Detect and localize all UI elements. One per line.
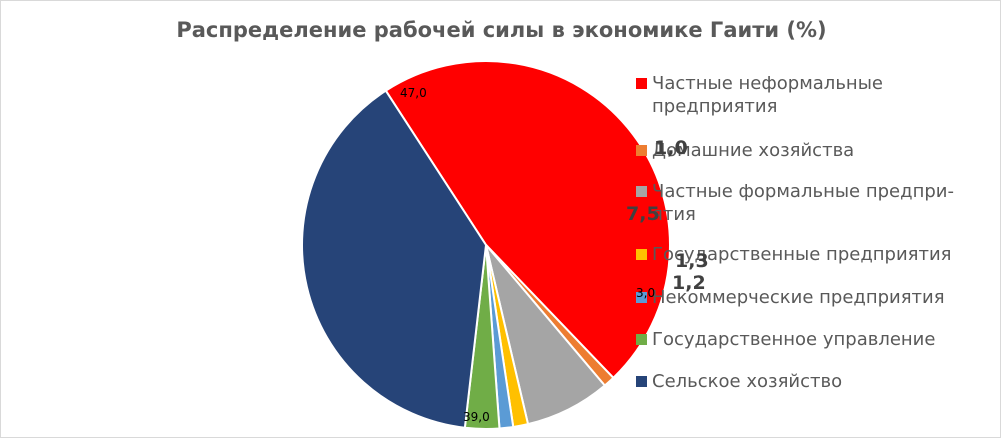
legend-label: Некоммерческие предприятия bbox=[652, 287, 945, 308]
legend-swatch bbox=[636, 186, 647, 197]
data-label-households: 1,0 bbox=[654, 137, 688, 159]
legend-swatch bbox=[636, 376, 647, 387]
legend-label: Частные неформальные предприятия bbox=[652, 73, 883, 117]
chart-title: Распределение рабочей силы в экономике Г… bbox=[176, 18, 827, 42]
legend-item-nonprofit: Некоммерческие предприятия bbox=[636, 286, 972, 309]
legend-item-agriculture: Сельское хозяйство bbox=[636, 370, 972, 393]
legend-item-private-formal: Частные формальные предпри-ятия bbox=[636, 180, 972, 226]
data-label-private-informal: 47,0 bbox=[400, 86, 427, 100]
legend-item-private-informal: Частные неформальные предприятия bbox=[636, 72, 972, 118]
data-label-state-enterprises: 1,3 bbox=[675, 250, 709, 272]
legend-label: Государственные предприятия bbox=[652, 244, 952, 265]
data-label-nonprofit: 1,2 bbox=[672, 272, 706, 294]
legend-item-state-enterprises: Государственные предприятия bbox=[636, 243, 972, 266]
data-label-government: 3,0 bbox=[636, 286, 656, 300]
legend-item-households: Домашние хозяйства bbox=[636, 139, 972, 162]
legend-swatch bbox=[636, 78, 647, 89]
legend-swatch bbox=[636, 292, 647, 303]
legend-item-government: Государственное управление bbox=[636, 328, 972, 351]
legend-swatch bbox=[636, 145, 647, 156]
legend-label: Частные формальные предпри-ятия bbox=[652, 181, 954, 225]
data-label-private-formal: 7,5 bbox=[626, 203, 660, 225]
legend-swatch bbox=[636, 334, 647, 345]
pie-slice-private-informal bbox=[384, 60, 671, 380]
pie-slice-agriculture bbox=[301, 89, 488, 429]
legend-label: Государственное управление bbox=[652, 329, 936, 350]
legend-label: Сельское хозяйство bbox=[652, 371, 843, 392]
data-label-agriculture: 39,0 bbox=[463, 410, 490, 424]
legend-label: Домашние хозяйства bbox=[652, 140, 855, 161]
legend-swatch bbox=[636, 249, 647, 260]
